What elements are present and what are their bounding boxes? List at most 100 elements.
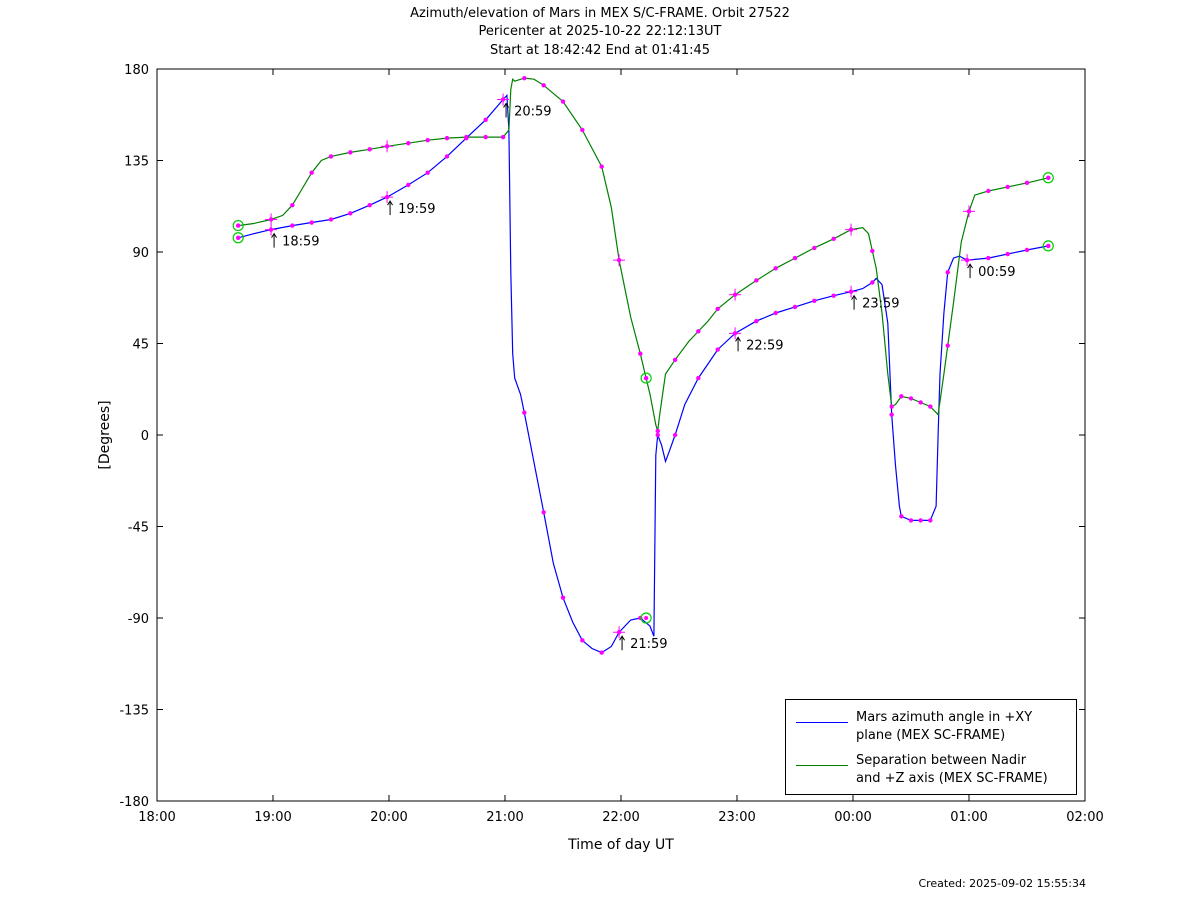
x-axis-label: Time of day UT bbox=[567, 837, 674, 853]
data-marker-azimuth bbox=[483, 117, 488, 123]
legend-azimuth-line2: plane (MEX SC-FRAME) bbox=[856, 728, 1006, 743]
circle-marker bbox=[232, 232, 244, 244]
data-marker-separation bbox=[309, 170, 314, 175]
data-marker-azimuth bbox=[425, 170, 430, 175]
data-marker-azimuth bbox=[908, 518, 914, 523]
data-marker-azimuth bbox=[367, 203, 372, 208]
data-marker-azimuth bbox=[986, 255, 991, 261]
data-marker-separation bbox=[522, 75, 527, 81]
plus-marker bbox=[381, 140, 394, 153]
start-end-text: Start at 18:42:42 End at 01:41:45 bbox=[489, 43, 711, 58]
data-marker-separation bbox=[599, 164, 604, 169]
annotation-label: 19:59 bbox=[398, 202, 435, 217]
data-marker-azimuth bbox=[792, 304, 798, 310]
circle-marker-center bbox=[236, 235, 241, 240]
x-tick-label: 19:00 bbox=[254, 810, 291, 825]
data-marker-separation bbox=[918, 400, 923, 405]
data-marker-azimuth bbox=[696, 375, 701, 381]
data-marker-azimuth bbox=[918, 518, 923, 523]
plus-marker bbox=[963, 205, 975, 218]
legend-azimuth-line1: Mars azimuth angle in +XY bbox=[856, 710, 1033, 725]
y-tick-label: 45 bbox=[132, 338, 149, 353]
plus-marker bbox=[845, 223, 858, 236]
chart-title: Azimuth/elevation of Mars in MEX S/C-FRA… bbox=[410, 6, 790, 21]
annotation-label: 21:59 bbox=[630, 637, 667, 652]
plus-marker bbox=[381, 191, 394, 204]
circle-marker-center bbox=[1046, 175, 1051, 180]
data-marker-azimuth bbox=[444, 154, 450, 159]
data-marker-azimuth bbox=[715, 347, 720, 352]
data-marker-separation bbox=[638, 351, 643, 356]
plus-marker bbox=[961, 254, 974, 267]
data-marker-separation bbox=[899, 394, 904, 399]
annotation-arrowhead bbox=[387, 200, 393, 206]
data-marker-azimuth bbox=[560, 595, 566, 600]
legend-swatch-separation bbox=[796, 765, 848, 766]
circle-marker bbox=[1042, 240, 1054, 252]
data-marker-azimuth bbox=[309, 220, 314, 225]
series-line-azimuth bbox=[238, 93, 1049, 654]
plus-marker bbox=[729, 327, 742, 340]
plus-marker bbox=[497, 93, 510, 106]
data-marker-separation bbox=[290, 203, 295, 208]
data-marker-separation bbox=[831, 236, 836, 241]
data-marker-azimuth bbox=[541, 510, 546, 515]
annotation-label: 23:59 bbox=[862, 297, 899, 312]
data-marker-separation bbox=[986, 188, 991, 194]
y-tick-label: 0 bbox=[141, 429, 149, 444]
x-tick-label: 02:00 bbox=[1066, 810, 1103, 825]
data-marker-azimuth bbox=[348, 211, 353, 216]
data-marker-azimuth bbox=[773, 310, 778, 316]
data-marker-azimuth bbox=[812, 298, 817, 303]
data-marker-separation bbox=[1005, 184, 1010, 190]
plus-marker bbox=[265, 213, 278, 226]
annotation-label: 18:59 bbox=[282, 235, 319, 250]
data-marker-azimuth bbox=[831, 293, 836, 298]
data-marker-azimuth bbox=[928, 518, 933, 523]
data-marker-separation bbox=[889, 404, 894, 409]
data-marker-azimuth bbox=[754, 318, 759, 324]
plus-marker bbox=[613, 254, 626, 267]
data-marker-separation bbox=[655, 428, 660, 434]
legend-label-separation: Separation between Nadir and +Z axis (ME… bbox=[856, 752, 1071, 788]
data-marker-separation bbox=[328, 154, 334, 159]
created-timestamp: Created: 2025-09-02 15:55:34 bbox=[918, 877, 1086, 890]
data-marker-separation bbox=[541, 83, 546, 88]
x-tick-label: 18:00 bbox=[138, 810, 175, 825]
plus-marker bbox=[845, 285, 858, 298]
y-tick-label: 90 bbox=[132, 246, 149, 261]
y-tick-label: -90 bbox=[128, 612, 149, 627]
data-marker-separation bbox=[870, 248, 875, 254]
x-tick-label: 20:00 bbox=[370, 810, 407, 825]
data-marker-azimuth bbox=[655, 432, 660, 438]
data-marker-separation bbox=[560, 99, 566, 104]
annotation-arrowhead bbox=[619, 635, 625, 641]
data-marker-separation bbox=[406, 141, 411, 146]
x-tick-label: 23:00 bbox=[718, 810, 755, 825]
data-marker-azimuth bbox=[522, 410, 527, 415]
data-marker-azimuth bbox=[899, 514, 904, 519]
data-marker-separation bbox=[483, 134, 488, 140]
data-marker-azimuth bbox=[406, 182, 411, 188]
x-tick-label: 22:00 bbox=[602, 810, 639, 825]
data-marker-azimuth bbox=[580, 638, 585, 643]
data-marker-separation bbox=[1024, 180, 1030, 186]
annotation-label: 22:59 bbox=[746, 338, 783, 353]
y-tick-label: -135 bbox=[119, 704, 149, 719]
annotation-label: 20:59 bbox=[514, 105, 551, 120]
y-tick-label: 180 bbox=[124, 63, 149, 78]
data-marker-separation bbox=[754, 278, 759, 283]
data-marker-separation bbox=[500, 134, 506, 140]
y-tick-label: 135 bbox=[124, 155, 149, 170]
data-marker-separation bbox=[945, 343, 950, 348]
data-marker-separation bbox=[348, 150, 353, 155]
circle-marker-center bbox=[644, 376, 649, 381]
data-marker-azimuth bbox=[1005, 251, 1010, 257]
annotation-arrowhead bbox=[735, 336, 741, 342]
y-tick-label: -45 bbox=[128, 521, 149, 536]
data-marker-azimuth bbox=[672, 432, 678, 438]
data-marker-separation bbox=[715, 306, 720, 312]
pericenter-text: Pericenter at 2025-10-22 22:12:13UT bbox=[478, 24, 722, 39]
data-marker-azimuth bbox=[1024, 247, 1030, 253]
